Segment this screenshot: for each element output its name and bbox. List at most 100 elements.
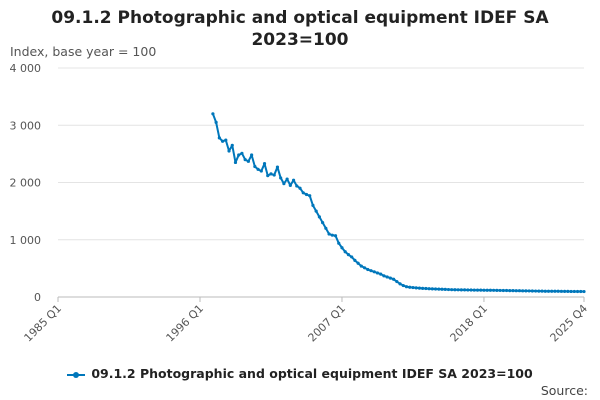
data-point: [211, 112, 215, 116]
data-point: [456, 288, 460, 292]
data-point: [446, 287, 451, 292]
data-point: [530, 289, 534, 293]
chart-title: 09.1.2 Photographic and optical equipmen…: [0, 7, 600, 51]
data-point: [385, 275, 389, 279]
data-point: [356, 261, 360, 265]
data-point: [556, 289, 560, 293]
data-point: [288, 183, 292, 187]
data-point: [427, 287, 431, 291]
data-point: [392, 277, 396, 281]
data-point: [304, 192, 309, 197]
data-point: [411, 285, 415, 290]
data-point: [453, 288, 457, 292]
data-point: [333, 234, 338, 238]
data-point: [553, 289, 557, 293]
data-point: [214, 120, 218, 124]
y-tick-label: 4 000: [10, 62, 42, 75]
data-point: [262, 162, 267, 166]
data-point: [475, 288, 480, 292]
legend: 09.1.2 Photographic and optical equipmen…: [0, 366, 600, 381]
data-point: [550, 289, 554, 293]
data-point: [472, 288, 476, 292]
data-point: [398, 282, 402, 286]
data-point: [240, 151, 244, 155]
data-point: [217, 136, 221, 140]
chart-title-line-2: 2023=100: [251, 30, 349, 50]
data-point: [308, 194, 312, 198]
data-point: [433, 287, 438, 291]
data-point: [501, 288, 505, 293]
data-point: [469, 288, 473, 292]
data-point: [246, 159, 250, 163]
data-point: [298, 186, 302, 190]
data-point: [266, 174, 270, 178]
chart-title-line-1: 09.1.2 Photographic and optical equipmen…: [51, 8, 549, 28]
data-point: [492, 288, 496, 292]
data-point: [479, 288, 483, 292]
data-point: [259, 169, 263, 173]
x-tick-label: 1985 Q1: [22, 302, 65, 345]
data-point: [388, 276, 392, 280]
data-point: [514, 289, 518, 293]
data-point: [337, 241, 341, 245]
data-point: [395, 279, 399, 284]
data-point: [488, 288, 493, 292]
data-point: [275, 165, 280, 169]
data-point: [375, 271, 380, 275]
data-point: [508, 288, 512, 293]
x-tick-label: 2018 Q1: [448, 302, 491, 345]
y-tick-label: 3 000: [10, 119, 42, 132]
data-point: [233, 160, 238, 165]
data-point: [372, 270, 376, 274]
data-point: [256, 167, 260, 171]
data-point: [269, 172, 273, 176]
data-point: [224, 138, 228, 142]
data-point: [324, 226, 328, 230]
data-point: [417, 286, 422, 290]
data-point: [230, 143, 234, 147]
data-point: [362, 266, 367, 270]
data-point: [511, 289, 515, 293]
data-point: [537, 289, 541, 293]
data-point: [343, 250, 347, 254]
source-label: Source:: [540, 383, 588, 398]
data-point: [379, 272, 383, 276]
data-point: [504, 288, 509, 293]
data-point: [579, 289, 583, 294]
data-point: [534, 289, 538, 293]
data-point: [450, 288, 454, 292]
data-point: [563, 289, 567, 293]
data-point: [521, 289, 525, 293]
data-point: [321, 220, 325, 225]
legend-line-marker-icon: [67, 371, 86, 378]
data-point: [404, 285, 409, 289]
x-tick-label: 2025 Q4: [548, 302, 591, 345]
data-point: [569, 289, 573, 294]
data-point: [495, 288, 499, 292]
data-point: [250, 153, 254, 157]
data-point: [482, 288, 486, 292]
data-point: [424, 286, 428, 291]
data-point: [330, 233, 334, 237]
series-line: [211, 113, 585, 293]
data-point: [282, 182, 286, 186]
data-point: [243, 158, 247, 162]
data-point: [582, 289, 586, 294]
data-point: [559, 289, 564, 293]
data-point: [382, 274, 386, 278]
data-point: [314, 209, 318, 213]
data-point: [350, 255, 354, 259]
y-tick-label: 1 000: [10, 234, 42, 247]
data-point: [279, 176, 283, 180]
data-point: [572, 289, 576, 294]
x-tick-label: 2007 Q1: [306, 302, 349, 345]
data-point: [566, 289, 570, 293]
y-tick-label: 2 000: [10, 177, 42, 190]
data-point: [524, 289, 528, 293]
data-point: [366, 267, 370, 272]
y-axis-label: Index, base year = 100: [10, 44, 157, 59]
data-point: [369, 269, 373, 273]
data-point: [527, 289, 531, 293]
data-point: [540, 289, 544, 293]
